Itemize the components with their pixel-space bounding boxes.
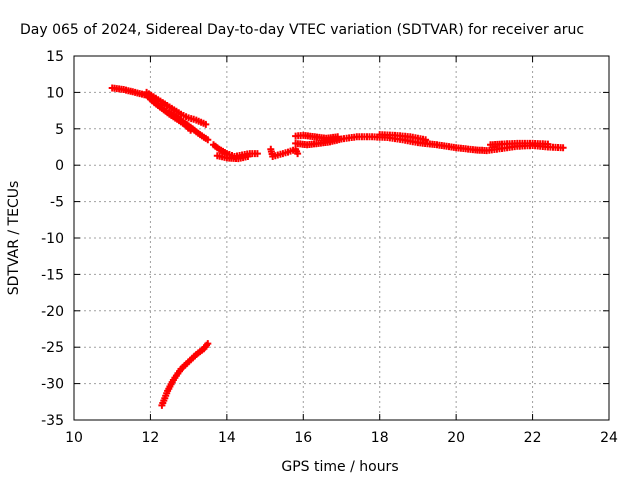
data-point [202, 120, 210, 128]
x-tick-label: 20 [447, 430, 465, 446]
plot-area [108, 84, 567, 409]
data-point [185, 352, 198, 366]
x-axis-label: GPS time / hours [281, 459, 398, 475]
data-point [544, 140, 552, 148]
data-point [267, 145, 276, 158]
data-point [185, 114, 198, 123]
y-tick-label: 10 [46, 85, 64, 101]
x-tick-label: 16 [294, 430, 312, 446]
data-point [253, 150, 261, 158]
data-point [143, 88, 160, 102]
data-point [284, 146, 297, 156]
y-tick-label: -20 [41, 304, 64, 320]
data-point [294, 150, 302, 158]
x-tick-label: 14 [218, 430, 236, 446]
x-tick-label: 24 [600, 430, 618, 446]
data-series [267, 145, 302, 160]
x-tick-label: 18 [371, 430, 389, 446]
data-series [143, 88, 210, 128]
data-point [169, 367, 183, 384]
data-point [164, 378, 176, 395]
data-point [181, 119, 195, 131]
data-point [173, 114, 187, 126]
data-point [422, 136, 430, 144]
y-tick-label: 0 [55, 158, 64, 174]
data-point [210, 141, 221, 152]
data-point [559, 144, 567, 152]
data-series [158, 340, 212, 409]
y-tick-label: -15 [41, 267, 64, 283]
data-point [177, 110, 190, 121]
data-point [244, 153, 252, 160]
data-point [196, 131, 210, 142]
y-tick-label: -5 [50, 195, 64, 211]
y-tick-label: -30 [41, 377, 64, 393]
data-series [166, 109, 212, 144]
chart-title: Day 065 of 2024, Sidereal Day-to-day VTE… [20, 22, 584, 38]
data-point [200, 341, 210, 353]
data-point [150, 99, 164, 111]
data-point [292, 145, 301, 155]
x-tick-label: 10 [65, 430, 83, 446]
axis-ticks [73, 55, 610, 421]
y-tick-label: -35 [41, 413, 64, 429]
axis-tick-labels: 10 12 14 16 18 20 22 24 15 10 5 0 -5 -10 -15 -20 -25 -30 -… [41, 49, 618, 446]
data-series [213, 152, 252, 163]
y-tick-label: 15 [46, 49, 64, 65]
data-point [192, 116, 207, 127]
data-point [166, 109, 179, 121]
data-point [204, 136, 212, 144]
x-tick-label: 12 [142, 430, 160, 446]
y-tick-label: -10 [41, 231, 64, 247]
y-tick-label: 5 [55, 122, 64, 138]
data-point [154, 96, 171, 109]
data-point [192, 346, 206, 358]
data-point [177, 360, 191, 373]
x-tick-label: 22 [524, 430, 542, 446]
data-series [376, 131, 430, 144]
data-series [487, 139, 552, 149]
data-point [189, 125, 202, 137]
data-point [204, 340, 212, 348]
y-tick-label: -25 [41, 340, 64, 356]
data-point [246, 150, 259, 158]
data-point [215, 145, 229, 156]
data-point [223, 150, 236, 159]
y-axis-label: SDTVAR / TECUs [6, 181, 22, 296]
data-series [292, 131, 342, 142]
grid [74, 56, 609, 420]
data-point [292, 132, 305, 140]
data-point [166, 103, 183, 117]
